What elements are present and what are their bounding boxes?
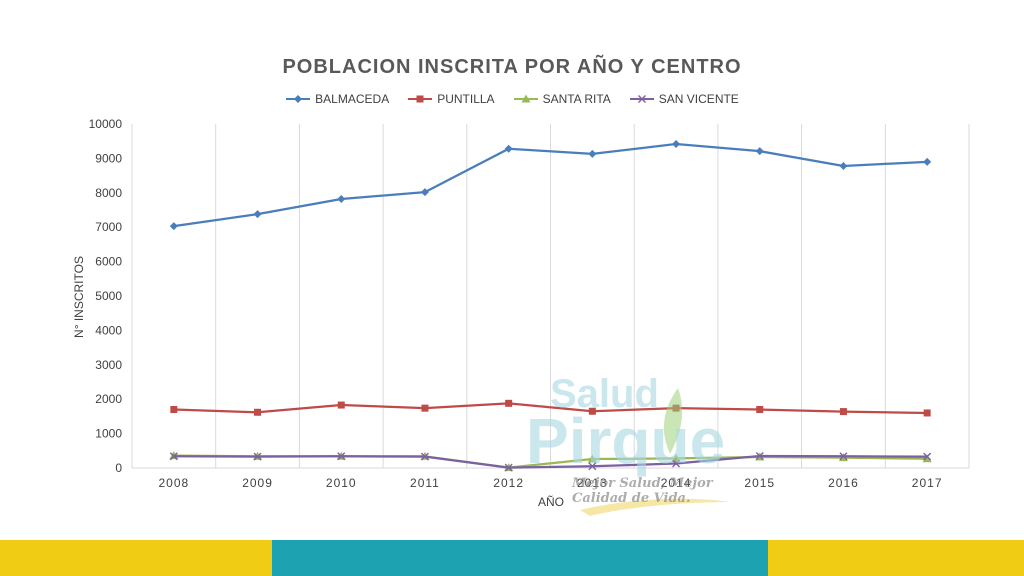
legend-swatch xyxy=(408,95,433,103)
legend-label: SAN VICENTE xyxy=(658,92,739,106)
legend-label: PUNTILLA xyxy=(437,92,495,106)
x-tick-label: 2012 xyxy=(493,476,524,490)
series-line-balmaceda xyxy=(173,142,928,228)
x-tick-labels: 2008 2009 2010 2011 2012 2013 2014 2015 2016 2017 xyxy=(158,476,943,490)
y-tick-label: 5000 xyxy=(95,289,122,303)
data-point-san-vicente xyxy=(420,452,429,461)
data-point-puntilla xyxy=(505,399,513,407)
legend-item-balmaceda: BALMACEDA xyxy=(285,92,389,106)
y-tick-label: 7000 xyxy=(95,220,122,234)
data-point-balmaceda xyxy=(755,147,764,156)
y-axis-title: N° INSCRITOS xyxy=(72,256,86,338)
chart-title: POBLACION INSCRITA POR AÑO Y CENTRO xyxy=(282,56,742,78)
data-point-puntilla xyxy=(839,408,847,416)
y-tick-label: 8000 xyxy=(95,186,122,200)
data-point-san-vicente xyxy=(337,452,346,461)
y-tick-label: 1000 xyxy=(95,427,122,441)
x-tick-label: 2014 xyxy=(661,476,692,490)
data-point-balmaceda xyxy=(672,139,681,148)
data-point-puntilla xyxy=(421,404,429,412)
footer-band xyxy=(272,540,768,576)
data-point-balmaceda xyxy=(839,161,848,170)
data-point-balmaceda xyxy=(337,194,346,203)
data-point-balmaceda xyxy=(169,222,178,231)
data-point-puntilla xyxy=(756,406,764,414)
y-tick-label: 2000 xyxy=(95,392,122,406)
data-point-puntilla xyxy=(337,401,345,409)
legend-label: BALMACEDA xyxy=(315,92,390,106)
series-balmaceda xyxy=(169,139,932,231)
y-tick-label: 4000 xyxy=(95,323,122,337)
data-point-puntilla xyxy=(672,404,680,412)
y-tick-label: 0 xyxy=(115,461,122,475)
data-point-puntilla xyxy=(588,407,596,415)
data-point-puntilla xyxy=(923,409,931,417)
data-point-santa-rita xyxy=(922,454,932,463)
footer-color-bar xyxy=(0,540,1024,576)
data-point-puntilla xyxy=(170,406,178,414)
x-tick-label: 2009 xyxy=(242,476,273,490)
y-tick-label: 6000 xyxy=(95,255,122,269)
x-tick-label: 2013 xyxy=(577,476,608,490)
data-point-san-vicente xyxy=(253,452,262,461)
x-axis-title: AÑO xyxy=(538,495,564,509)
x-tick-label: 2015 xyxy=(744,476,775,490)
data-point-san-vicente xyxy=(923,452,932,461)
data-point-balmaceda xyxy=(253,210,262,219)
chart: 0 1000 2000 3000 4000 5000 6000 7000 8000 9000 100… xyxy=(72,117,970,509)
series-san-vicente xyxy=(169,451,932,472)
y-tick-label: 3000 xyxy=(95,358,122,372)
data-point-balmaceda xyxy=(588,149,597,158)
data-point-san-vicente xyxy=(755,451,764,460)
x-tick-label: 2011 xyxy=(410,476,440,490)
y-tick-label: 10000 xyxy=(89,117,123,131)
legend-swatch xyxy=(629,95,654,103)
y-tick-label: 9000 xyxy=(95,151,122,165)
legend: BALMACEDA PUNTILLA SANTA RITA SAN VICENTE xyxy=(0,92,1024,106)
data-point-santa-rita xyxy=(671,453,681,462)
data-point-san-vicente xyxy=(588,462,597,471)
y-tick-labels: 0 1000 2000 3000 4000 5000 6000 7000 8000 9000 100… xyxy=(89,117,123,475)
legend-item-puntilla: PUNTILLA xyxy=(407,92,495,106)
data-point-san-vicente xyxy=(169,452,178,461)
data-point-san-vicente xyxy=(504,463,513,472)
legend-swatch xyxy=(286,95,311,103)
x-tick-label: 2008 xyxy=(158,476,189,490)
footer-band xyxy=(767,540,1024,576)
data-point-san-vicente xyxy=(672,459,681,468)
legend-item-san-vicente: SAN VICENTE xyxy=(629,92,739,106)
series-group xyxy=(169,139,932,472)
x-tick-label: 2016 xyxy=(828,476,859,490)
x-tick-label: 2010 xyxy=(326,476,357,490)
data-point-san-vicente xyxy=(839,452,848,461)
footer-band xyxy=(0,540,273,576)
legend-label: SANTA RITA xyxy=(542,92,611,106)
data-point-balmaceda xyxy=(504,144,513,153)
data-point-balmaceda xyxy=(923,157,932,166)
series-line-san-vicente xyxy=(173,454,928,469)
data-point-santa-rita xyxy=(587,454,597,463)
legend-item-santa-rita: SANTA RITA xyxy=(513,92,611,106)
grid xyxy=(131,124,970,468)
legend-swatch xyxy=(513,94,538,103)
data-point-balmaceda xyxy=(420,188,429,197)
x-tick-label: 2017 xyxy=(912,476,943,490)
data-point-puntilla xyxy=(254,408,262,416)
series-line-puntilla xyxy=(173,402,928,415)
